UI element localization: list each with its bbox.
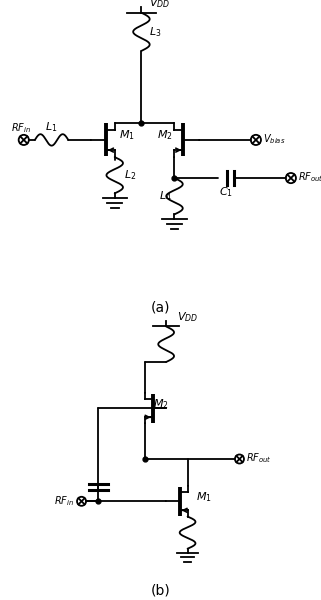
Text: $RF_{in}$: $RF_{in}$ — [54, 494, 74, 508]
Text: $M_1$: $M_1$ — [196, 490, 212, 504]
Text: $M_2$: $M_2$ — [153, 397, 169, 411]
Text: $V_{bias}$: $V_{bias}$ — [263, 133, 285, 146]
Text: $C_1$: $C_1$ — [219, 185, 233, 199]
Text: $L_4$: $L_4$ — [159, 190, 171, 203]
Text: $RF_{out}$: $RF_{out}$ — [298, 170, 321, 184]
Text: $M_1$: $M_1$ — [119, 128, 135, 142]
Text: $L_1$: $L_1$ — [45, 121, 58, 134]
Text: $L_2$: $L_2$ — [124, 169, 137, 182]
Text: $V_{DD}$: $V_{DD}$ — [178, 310, 199, 324]
Text: (a): (a) — [151, 301, 170, 315]
Text: (b): (b) — [151, 583, 170, 597]
Text: $M_2$: $M_2$ — [157, 128, 173, 142]
Text: $L_3$: $L_3$ — [149, 25, 162, 38]
Text: $V_{DD}$: $V_{DD}$ — [149, 0, 170, 10]
Text: $RF_{out}$: $RF_{out}$ — [246, 452, 272, 466]
Text: $RF_{in}$: $RF_{in}$ — [11, 121, 30, 135]
